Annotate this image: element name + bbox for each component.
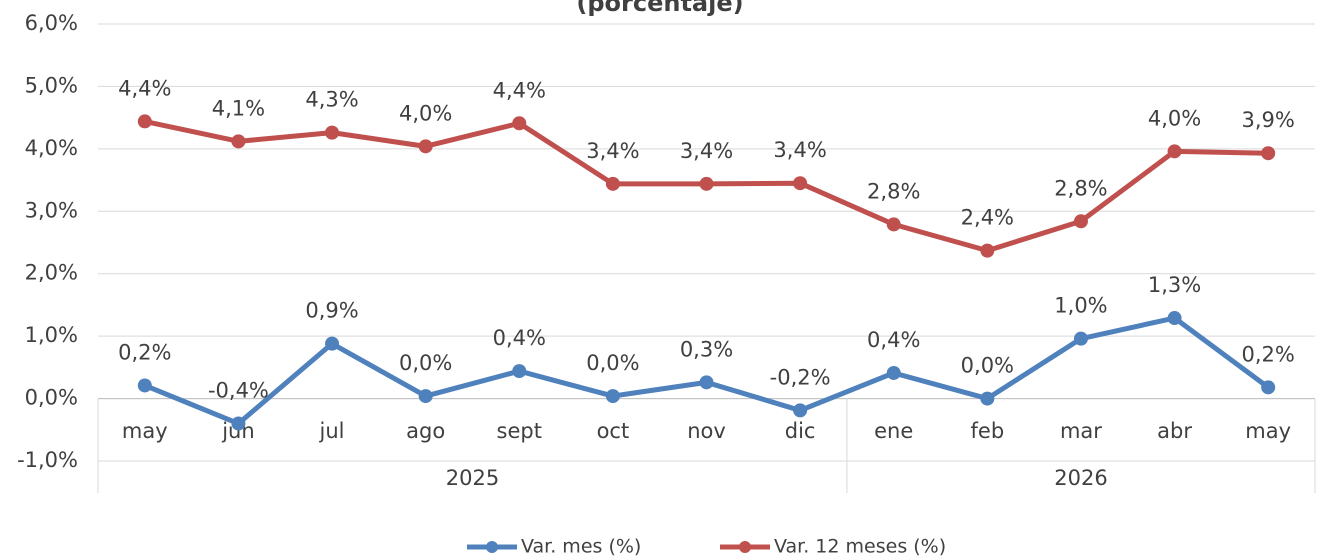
data-label: 4,0% <box>1148 106 1201 130</box>
data-label: 3,4% <box>680 139 733 163</box>
data-label: 0,0% <box>399 351 452 375</box>
data-label: 2,8% <box>867 179 920 203</box>
y-tick-label: 4,0% <box>25 136 78 160</box>
data-point <box>1167 144 1182 159</box>
data-point <box>512 116 527 131</box>
data-label: 3,4% <box>773 138 826 162</box>
group-label: 2026 <box>1054 466 1107 490</box>
x-tick-label: dic <box>785 419 816 443</box>
data-point <box>1073 214 1088 229</box>
data-label: 3,4% <box>586 139 639 163</box>
data-label: 0,4% <box>493 326 546 350</box>
y-tick-label: 3,0% <box>25 198 78 222</box>
x-tick-label: ene <box>874 419 913 443</box>
x-tick-label: sept <box>497 419 542 443</box>
data-label: 0,3% <box>680 337 733 361</box>
data-point <box>1167 311 1182 326</box>
data-label: 0,0% <box>586 351 639 375</box>
y-tick-label: 1,0% <box>25 323 78 347</box>
y-tick-label: 6,0% <box>25 11 78 35</box>
data-point <box>231 134 246 149</box>
y-tick-label: 0,0% <box>25 386 78 410</box>
x-tick-label: ago <box>406 419 445 443</box>
legend-marker <box>739 541 751 553</box>
data-point <box>1261 146 1276 161</box>
group-label: 2025 <box>446 466 499 490</box>
data-point <box>1073 331 1088 346</box>
data-label: 4,3% <box>305 88 358 112</box>
data-point <box>886 217 901 232</box>
data-point <box>605 389 620 404</box>
data-label: 0,2% <box>1242 342 1295 366</box>
x-tick-label: may <box>122 419 168 443</box>
data-point <box>699 176 714 191</box>
data-point <box>793 403 808 418</box>
data-point <box>793 176 808 191</box>
data-point <box>418 139 433 154</box>
data-label: 1,0% <box>1054 294 1107 318</box>
data-label: 4,1% <box>212 96 265 120</box>
y-tick-label: 5,0% <box>25 73 78 97</box>
x-tick-label: nov <box>687 419 726 443</box>
data-label: 4,4% <box>118 76 171 100</box>
data-point <box>325 336 340 351</box>
data-label: 3,9% <box>1242 108 1295 132</box>
x-tick-label: feb <box>971 419 1005 443</box>
x-tick-label: jul <box>319 419 345 443</box>
data-point <box>980 243 995 258</box>
data-label: -0,2% <box>770 365 831 389</box>
data-label: 1,3% <box>1148 273 1201 297</box>
data-label: 0,9% <box>305 299 358 323</box>
legend-marker <box>486 541 498 553</box>
x-tick-label: may <box>1245 419 1291 443</box>
data-point <box>137 378 152 393</box>
data-point <box>325 125 340 140</box>
data-label: 2,8% <box>1054 176 1107 200</box>
data-point <box>1261 380 1276 395</box>
x-tick-label: mar <box>1060 419 1102 443</box>
data-label: 4,4% <box>493 78 546 102</box>
data-point <box>886 365 901 380</box>
chart-title: (porcentaje) <box>576 0 743 17</box>
x-tick-label: abr <box>1157 419 1192 443</box>
data-label: 0,2% <box>118 340 171 364</box>
data-point <box>137 114 152 129</box>
data-point <box>980 391 995 406</box>
data-label: 0,0% <box>961 354 1014 378</box>
legend-label: Var. mes (%) <box>521 536 641 557</box>
data-label: 4,0% <box>399 101 452 125</box>
data-point <box>605 176 620 191</box>
y-tick-label: 2,0% <box>25 261 78 285</box>
legend-label: Var. 12 meses (%) <box>774 536 946 557</box>
y-tick-label: -1,0% <box>17 448 78 472</box>
series-line <box>143 315 1270 427</box>
data-point <box>512 364 527 379</box>
data-point <box>418 389 433 404</box>
data-point <box>231 416 246 431</box>
data-label: 2,4% <box>961 206 1014 230</box>
x-tick-label: oct <box>597 419 630 443</box>
data-label: 0,4% <box>867 328 920 352</box>
data-point <box>699 375 714 390</box>
data-label: -0,4% <box>208 379 269 403</box>
